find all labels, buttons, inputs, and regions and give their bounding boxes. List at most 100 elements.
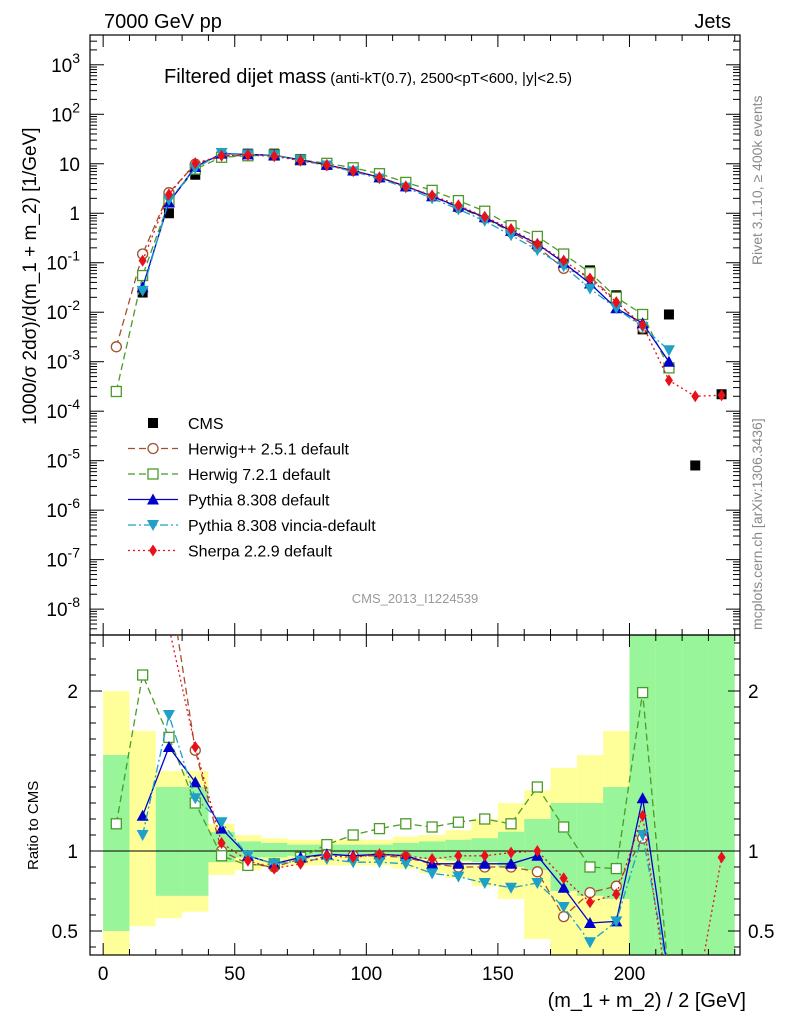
data-point [400, 818, 412, 830]
data-point [426, 868, 439, 880]
y-tick-exp: -2 [68, 297, 81, 313]
data-point [636, 686, 649, 699]
data-point [584, 283, 596, 295]
ratio-y-tick-label: 0.5 [52, 922, 78, 943]
data-point [162, 195, 175, 207]
legend: CMS Herwig++ 2.5.1 default Herwig 7.2.1 de… [128, 416, 376, 561]
data-point [163, 208, 174, 219]
series-line [115, 672, 668, 955]
data-point [610, 916, 623, 928]
stat-band-bin [524, 819, 551, 871]
y-tick-label: 10-5 [46, 446, 80, 473]
y-tick-exp: -8 [68, 594, 81, 610]
y-tick-label: 10-8 [46, 594, 80, 621]
y-tick-exp: -4 [68, 396, 81, 412]
x-tick-label: 100 [350, 964, 382, 985]
data-point [663, 973, 675, 984]
y-tick-exp: -3 [68, 347, 81, 363]
y-tick-label: 10-7 [46, 545, 80, 572]
data-point [663, 309, 674, 320]
data-point [531, 245, 544, 257]
data-point [664, 374, 673, 387]
data-point [270, 862, 279, 875]
syst-band-bin [129, 731, 156, 927]
x-tick-label: 50 [224, 964, 245, 985]
data-point [662, 355, 675, 367]
legend-marker [147, 442, 159, 455]
legend-marker [148, 418, 158, 428]
data-point [717, 851, 726, 864]
ratio-frame [89, 634, 741, 956]
data-point [612, 888, 621, 901]
legend-label: Sherpa 2.2.9 default [188, 544, 333, 561]
data-point [559, 254, 568, 267]
y-tick-base: 10 [51, 105, 72, 126]
y-tick-label: 10-2 [46, 297, 80, 324]
data-point [191, 741, 200, 753]
data-point [586, 272, 594, 285]
data-point [505, 230, 518, 242]
legend-label: CMS [188, 416, 224, 433]
data-point [452, 857, 465, 869]
data-point [478, 878, 491, 889]
stat-band-bin [418, 841, 446, 859]
y-tick-label: 10 [59, 155, 80, 176]
y-tick-label: 10-1 [46, 248, 80, 275]
data-point [533, 845, 542, 857]
y-tick-base: 10 [46, 452, 67, 473]
data-point [691, 390, 700, 403]
data-point [507, 846, 516, 859]
data-point [401, 849, 410, 862]
series-line [115, 154, 670, 392]
y-tick-label: 1 [69, 204, 80, 225]
axes-frame: 0 50 100 150 20010310210110-110-210-310-410-… [46, 34, 774, 985]
chart-title-cuts: (anti-kT(0.7), 2500<pT<600, |y|<2.5) [330, 70, 572, 87]
y-tick-label: 10-6 [46, 495, 80, 522]
data-point [373, 822, 386, 835]
y-tick-label: 102 [51, 99, 80, 126]
data-point [110, 818, 122, 830]
data-point [584, 886, 596, 899]
series-line [141, 712, 666, 955]
header-left: 7000 GeV pp [104, 11, 222, 33]
main-plot-series [110, 147, 727, 471]
y-tick-exp: 2 [72, 99, 80, 115]
ratio-y-tick-label-right: 0.5 [748, 922, 774, 943]
data-point [531, 781, 544, 793]
y-tick-exp: -6 [68, 495, 81, 511]
data-point [215, 817, 228, 829]
data-point [136, 809, 149, 821]
data-point [189, 776, 202, 788]
y-tick-base: 10 [46, 551, 67, 572]
data-point [690, 460, 701, 471]
data-point [191, 157, 200, 170]
data-point [612, 296, 621, 309]
legend-marker [149, 544, 157, 557]
legend-label: Herwig 7.2.1 default [188, 467, 331, 484]
data-point [162, 710, 175, 721]
legend-marker [147, 468, 159, 480]
data-point [189, 793, 202, 805]
data-point [375, 848, 384, 861]
stat-band-bin [103, 755, 130, 931]
data-point [478, 857, 491, 869]
data-point [664, 974, 674, 984]
data-point [636, 830, 649, 841]
data-point [557, 881, 570, 893]
data-point [428, 189, 437, 202]
ratio-ylabel: Ratio to CMS [25, 781, 42, 870]
data-point [584, 937, 596, 949]
data-point [507, 223, 516, 236]
legend-label: Herwig++ 2.5.1 default [188, 442, 350, 459]
y-tick-label: 10-3 [46, 347, 80, 374]
data-point [638, 319, 647, 332]
stat-band-bin [708, 635, 735, 955]
rivet-label: Rivet 3.1.10, ≥ 400k events [749, 95, 765, 265]
data-point [636, 792, 649, 804]
data-point [162, 741, 175, 752]
data-point [480, 849, 489, 862]
data-point [428, 853, 437, 865]
ratio-y-tick-label: 1 [67, 842, 78, 863]
data-point [426, 821, 438, 833]
data-point [349, 851, 358, 864]
